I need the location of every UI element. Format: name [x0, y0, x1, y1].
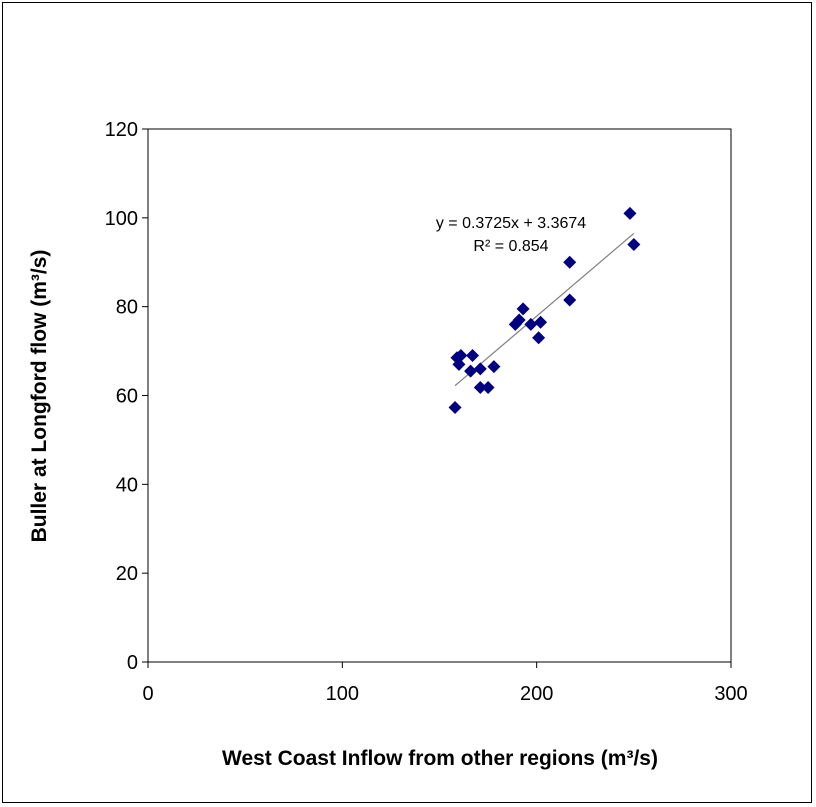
data-point: [627, 237, 641, 251]
y-tick-label: 60: [116, 386, 138, 408]
data-point: [532, 331, 546, 345]
data-point: [623, 206, 637, 220]
data-point: [466, 349, 480, 363]
plot-area: 0 20 40 60 80 100 120 0 100 200 300: [105, 119, 748, 705]
plot-border: [147, 128, 732, 663]
y-tick-label: 20: [116, 563, 138, 585]
data-point: [487, 360, 501, 374]
y-tick-label: 120: [105, 119, 138, 141]
data-point: [464, 364, 478, 378]
trendline-equation: y = 0.3725x + 3.3674: [436, 215, 586, 232]
data-point: [512, 313, 526, 327]
data-point: [563, 255, 577, 269]
x-axis-title: West Coast Inflow from other regions (m³…: [222, 747, 658, 770]
data-point: [473, 381, 487, 395]
y-tick-label: 80: [116, 297, 138, 319]
data-point: [473, 362, 487, 376]
data-point: [454, 349, 468, 363]
x-tick-label: 0: [142, 683, 153, 705]
x-tick-label: 100: [326, 683, 359, 705]
data-point: [563, 293, 577, 307]
y-tick-label: 0: [127, 652, 138, 674]
x-tick-label: 200: [520, 683, 553, 705]
trendline-r-squared: R² = 0.854: [473, 238, 548, 255]
y-axis-title: Buller at Longford flow (m³/s): [28, 250, 51, 543]
data-point: [524, 317, 538, 331]
y-tick-label: 100: [105, 208, 138, 230]
y-tick-label: 40: [116, 474, 138, 496]
data-point: [481, 381, 495, 395]
data-point: [516, 302, 530, 316]
data-point: [452, 357, 466, 371]
trendline: [454, 232, 635, 387]
x-tick-label: 300: [714, 683, 747, 705]
data-point: [534, 315, 548, 329]
data-point: [448, 400, 462, 414]
